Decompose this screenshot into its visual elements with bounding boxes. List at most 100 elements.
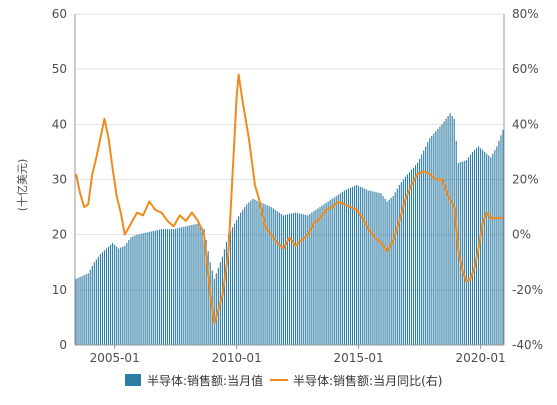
bar [103, 250, 106, 345]
bar [83, 275, 85, 345]
bar [175, 228, 177, 345]
bar [229, 230, 232, 345]
bar [486, 153, 488, 345]
bar [148, 231, 150, 345]
bar [417, 162, 419, 345]
bar [406, 174, 408, 345]
bar [335, 196, 337, 345]
bar [329, 200, 331, 345]
bar [390, 197, 392, 345]
bar [360, 186, 362, 345]
bar [396, 188, 398, 345]
bar [95, 259, 97, 345]
bar [494, 150, 496, 345]
bar [439, 126, 441, 345]
x-tick-label: 2010-01 [212, 351, 262, 365]
bar [463, 160, 465, 345]
bar [303, 214, 305, 345]
bar [286, 214, 289, 345]
bar [280, 213, 282, 345]
bar [288, 213, 291, 345]
bar [410, 169, 413, 345]
bar [110, 244, 112, 345]
bar [415, 165, 417, 345]
bar [185, 226, 187, 345]
bar [209, 262, 211, 345]
bar [270, 207, 272, 345]
bar [419, 158, 421, 345]
bar [433, 133, 435, 345]
bar [138, 234, 140, 345]
bar [223, 249, 225, 345]
bar [166, 229, 169, 345]
bar [179, 227, 181, 345]
bar [347, 188, 350, 345]
bar [114, 244, 116, 345]
bar [473, 150, 476, 345]
bar [368, 190, 370, 345]
y-axis-label-left: (十亿美元) [15, 159, 29, 212]
bar [97, 256, 99, 345]
bar [252, 198, 254, 345]
legend: 半导体:销售额:当月值 半导体:销售额:当月同比(右) [125, 373, 442, 388]
bar [240, 212, 242, 345]
bar [122, 246, 124, 345]
bar [337, 194, 339, 345]
bar [101, 252, 104, 345]
bar [146, 232, 148, 345]
bar [421, 154, 423, 345]
bar [349, 187, 352, 345]
bar [429, 138, 431, 346]
bar [325, 202, 327, 345]
bar [321, 205, 323, 345]
bar [244, 207, 246, 345]
bar [238, 216, 240, 345]
y-tick-label-left: 10 [52, 283, 67, 297]
axes [74, 14, 505, 346]
bar [431, 135, 433, 345]
bar [93, 262, 95, 345]
bar [295, 212, 297, 345]
bar [301, 213, 303, 345]
bar [87, 273, 89, 345]
bar [199, 225, 201, 345]
bar [118, 248, 120, 345]
y-tick-label-left: 40 [52, 117, 67, 131]
bar [447, 116, 449, 345]
bar [282, 215, 284, 345]
bar [168, 229, 171, 345]
bar [213, 278, 215, 345]
bar [443, 121, 445, 345]
bar [189, 225, 191, 345]
line-path [75, 73, 503, 324]
bar [126, 242, 128, 345]
y-tick-label-right: 20% [512, 173, 539, 187]
line-series [75, 73, 503, 324]
bar [496, 146, 498, 345]
bar [205, 240, 207, 345]
bar [142, 233, 144, 345]
bar [480, 148, 482, 345]
tick-labels: 0 10 20 30 40 50 60 -40% -20% 0% 20% 40% 60% 80% 2005-… [52, 7, 543, 365]
bar [81, 276, 83, 345]
legend-bar-swatch [125, 374, 141, 386]
bar [408, 172, 411, 345]
bar [227, 234, 230, 345]
bar [254, 199, 256, 345]
y-tick-label-left: 60 [52, 7, 67, 21]
bar [297, 213, 299, 345]
bar [140, 233, 142, 345]
bar [455, 140, 457, 345]
bar [471, 151, 474, 345]
bar [354, 185, 356, 345]
bar [384, 198, 386, 345]
bar [398, 185, 400, 345]
bar [187, 225, 189, 345]
bar [171, 229, 173, 345]
bar [427, 142, 429, 345]
bar [449, 113, 451, 345]
y-tick-label-left: 50 [52, 62, 67, 76]
bar [453, 118, 455, 345]
bar [356, 185, 358, 345]
